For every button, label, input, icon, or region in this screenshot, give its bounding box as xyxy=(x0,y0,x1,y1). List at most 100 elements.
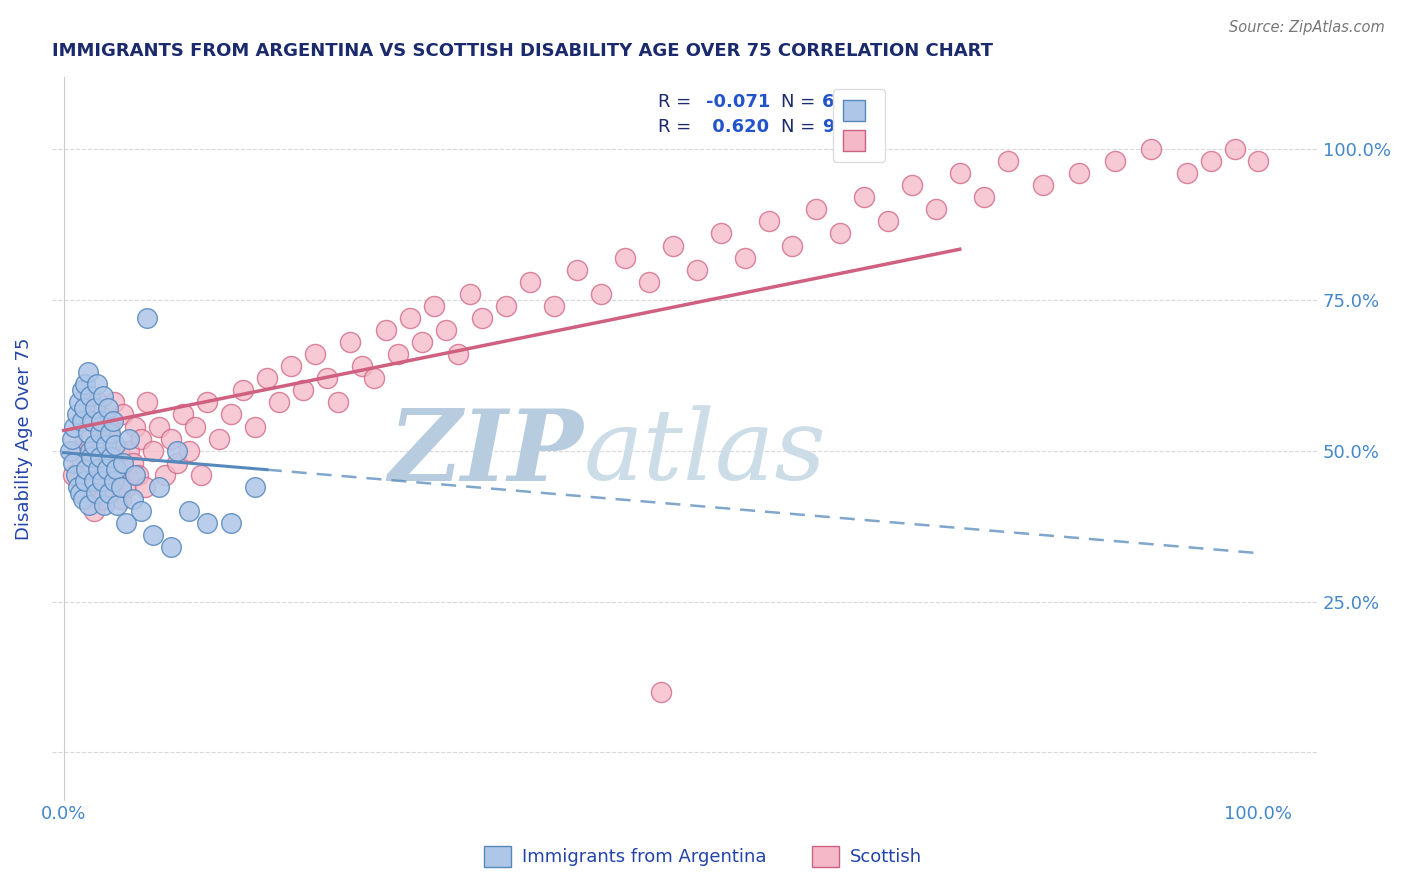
Point xyxy=(495,299,517,313)
Point xyxy=(901,178,924,193)
Point xyxy=(83,504,105,518)
Point xyxy=(853,190,876,204)
Point xyxy=(142,528,165,542)
Point xyxy=(256,371,278,385)
Point xyxy=(66,408,89,422)
Point xyxy=(90,474,112,488)
Point xyxy=(1069,166,1091,180)
Point xyxy=(93,432,115,446)
Point xyxy=(1140,142,1163,156)
Point xyxy=(83,401,105,416)
Point xyxy=(107,498,129,512)
Point xyxy=(79,413,101,427)
Point xyxy=(387,347,409,361)
Point xyxy=(782,238,804,252)
Point xyxy=(87,462,110,476)
Point xyxy=(471,310,494,325)
Text: N =: N = xyxy=(782,93,821,111)
Point xyxy=(179,504,201,518)
Point xyxy=(155,467,177,482)
Point xyxy=(328,395,350,409)
Point xyxy=(160,540,183,554)
Point xyxy=(98,486,121,500)
Text: R =: R = xyxy=(658,119,697,136)
Point xyxy=(75,462,97,476)
Point xyxy=(973,190,995,204)
Point xyxy=(124,467,146,482)
Text: atlas: atlas xyxy=(583,406,827,500)
Point xyxy=(543,299,565,313)
Point xyxy=(124,419,146,434)
Point xyxy=(997,154,1019,169)
Point xyxy=(925,202,948,217)
Point xyxy=(82,413,104,427)
Point xyxy=(60,432,83,446)
Text: ZIP: ZIP xyxy=(388,405,583,501)
Point xyxy=(110,480,132,494)
Point xyxy=(98,419,121,434)
Point xyxy=(1175,166,1198,180)
Point xyxy=(219,408,242,422)
Point xyxy=(399,310,422,325)
Point xyxy=(315,371,337,385)
Text: 0.620: 0.620 xyxy=(706,119,769,136)
Point xyxy=(949,166,972,180)
Text: -0.071: -0.071 xyxy=(706,93,770,111)
Point xyxy=(122,456,145,470)
Point xyxy=(423,299,446,313)
Point xyxy=(118,443,141,458)
Point xyxy=(710,227,733,241)
Point xyxy=(97,401,120,416)
Point xyxy=(122,491,145,506)
Point xyxy=(650,685,672,699)
Point xyxy=(160,432,183,446)
Point xyxy=(195,395,218,409)
Point xyxy=(84,486,107,500)
Point xyxy=(90,413,112,427)
Point xyxy=(63,419,86,434)
Point xyxy=(638,275,661,289)
Point xyxy=(734,251,756,265)
Point xyxy=(131,504,153,518)
Point xyxy=(136,310,159,325)
Point xyxy=(114,480,136,494)
Point xyxy=(100,480,122,494)
Point xyxy=(62,467,84,482)
Point xyxy=(100,450,122,464)
Point xyxy=(131,432,153,446)
Point xyxy=(91,389,114,403)
Point xyxy=(1104,154,1126,169)
Point xyxy=(96,456,118,470)
Point xyxy=(107,443,129,458)
Point xyxy=(79,389,101,403)
Point xyxy=(86,395,108,409)
Point xyxy=(76,480,98,494)
Point xyxy=(77,498,100,512)
Point xyxy=(291,384,314,398)
Point xyxy=(243,419,266,434)
Legend: , : , xyxy=(832,89,884,161)
Point xyxy=(195,516,218,530)
Point xyxy=(411,334,433,349)
Point xyxy=(184,419,207,434)
Point xyxy=(136,395,159,409)
Point xyxy=(65,467,87,482)
Point xyxy=(806,202,828,217)
Point xyxy=(219,516,242,530)
Point xyxy=(375,323,398,337)
Point xyxy=(112,408,135,422)
Point xyxy=(830,227,852,241)
Point xyxy=(69,486,91,500)
Point xyxy=(434,323,457,337)
Point xyxy=(104,437,127,451)
Text: IMMIGRANTS FROM ARGENTINA VS SCOTTISH DISABILITY AGE OVER 75 CORRELATION CHART: IMMIGRANTS FROM ARGENTINA VS SCOTTISH DI… xyxy=(52,42,993,60)
Point xyxy=(134,480,156,494)
Point xyxy=(80,450,103,464)
Point xyxy=(103,395,125,409)
Text: R =: R = xyxy=(658,93,697,111)
Point xyxy=(339,334,361,349)
Point xyxy=(70,413,93,427)
Point xyxy=(1199,154,1222,169)
Point xyxy=(105,467,128,482)
Point xyxy=(519,275,541,289)
